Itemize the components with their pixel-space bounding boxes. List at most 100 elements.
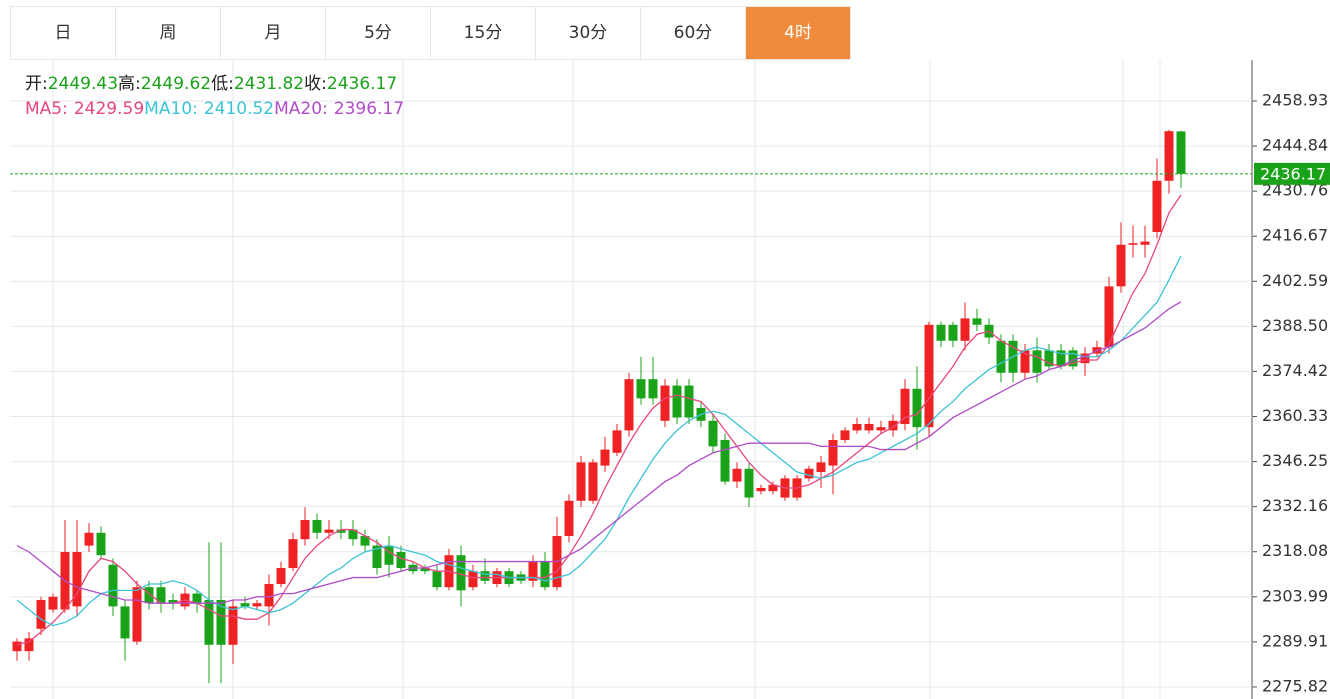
info-panel: 开:2449.43高:2449.62低:2431.82收:2436.17 MA5… xyxy=(25,72,404,122)
candle-body xyxy=(684,385,694,418)
candle-body xyxy=(744,468,754,498)
candle-body xyxy=(612,430,622,453)
candle-body xyxy=(1032,350,1042,373)
legend-value: 2429.59 xyxy=(73,99,145,119)
candle-body xyxy=(720,439,730,482)
y-tick-label: 2430.76 xyxy=(1262,181,1328,200)
candle-body xyxy=(1068,350,1078,367)
candle-body xyxy=(648,379,658,399)
candle-body xyxy=(156,587,166,604)
current-price-box xyxy=(1254,162,1330,185)
candle-body xyxy=(120,606,130,639)
candle-body xyxy=(384,545,394,565)
period-tab[interactable]: 日 xyxy=(11,7,116,59)
candle-body xyxy=(1044,350,1054,367)
candle-body xyxy=(588,462,598,501)
candle-body xyxy=(912,388,922,428)
candle-body xyxy=(1164,131,1174,181)
candle-body xyxy=(372,545,382,568)
candle-body xyxy=(852,423,862,431)
candle-body xyxy=(1152,180,1162,232)
ma-line xyxy=(16,255,1182,627)
legend-value: 2396.17 xyxy=(333,99,405,119)
candle-body xyxy=(888,420,898,431)
y-tick-label: 2318.08 xyxy=(1262,541,1328,560)
candle-body xyxy=(972,318,982,325)
candle-body xyxy=(480,571,490,581)
period-tab[interactable]: 15分 xyxy=(431,7,536,59)
ohlc-label: 开: xyxy=(25,74,48,94)
candle-body xyxy=(864,423,874,431)
current-price-label: 2436.17 xyxy=(1260,164,1326,183)
y-tick-label: 2374.42 xyxy=(1262,361,1328,380)
candle-body xyxy=(1116,244,1126,287)
candle-body xyxy=(672,385,682,418)
period-tab[interactable]: 月 xyxy=(221,7,326,59)
candle-body xyxy=(288,539,298,568)
ma-row: MA5: 2429.59MA10: 2410.52MA20: 2396.17 xyxy=(25,97,404,122)
y-tick-label: 2416.67 xyxy=(1262,226,1328,245)
candle-body xyxy=(708,420,718,447)
period-tab[interactable]: 30分 xyxy=(536,7,641,59)
candle-body xyxy=(216,599,226,645)
candle-body xyxy=(360,535,370,546)
candle-body xyxy=(312,519,322,533)
candle-body xyxy=(108,564,118,607)
ohlc-value: 2449.43 xyxy=(47,74,119,94)
y-tick-label: 2388.50 xyxy=(1262,316,1328,335)
candle-body xyxy=(1176,131,1186,174)
candle-body xyxy=(924,324,934,428)
candle-body xyxy=(1080,353,1090,364)
candle-body xyxy=(1020,350,1030,373)
candle-body xyxy=(624,379,634,431)
ohlc-row: 开:2449.43高:2449.62低:2431.82收:2436.17 xyxy=(25,72,404,97)
ohlc-value: 2436.17 xyxy=(326,74,398,94)
candle-body xyxy=(96,532,106,556)
period-tab[interactable]: 周 xyxy=(116,7,221,59)
period-tab[interactable]: 4时 xyxy=(746,7,851,59)
candle-body xyxy=(12,641,22,652)
candle-body xyxy=(576,462,586,501)
candle-body xyxy=(996,340,1006,373)
candle-body xyxy=(168,599,178,604)
y-tick-label: 2402.59 xyxy=(1262,271,1328,290)
candle-body xyxy=(540,561,550,588)
candle-body xyxy=(1140,241,1150,245)
candle-body xyxy=(240,603,250,607)
y-tick-label: 2332.16 xyxy=(1262,496,1328,515)
candle-body xyxy=(636,379,646,399)
candle-body xyxy=(732,468,742,482)
candle-body xyxy=(84,532,94,546)
y-tick-label: 2458.93 xyxy=(1262,90,1328,109)
period-tabs: 日周月 5分 15分 30分 60分 4时 xyxy=(10,6,851,60)
candle-body xyxy=(768,484,778,492)
candle-body xyxy=(24,638,34,652)
candle-body xyxy=(144,587,154,604)
candle-body xyxy=(840,430,850,440)
candle-body xyxy=(252,603,262,607)
candle-body xyxy=(432,571,442,588)
candle-body xyxy=(36,599,46,629)
candle-body xyxy=(876,427,886,431)
candle-body xyxy=(1104,286,1114,348)
period-tab[interactable]: 60分 xyxy=(641,7,746,59)
candle-body xyxy=(456,555,466,591)
y-tick-label: 2444.84 xyxy=(1262,136,1328,155)
candle-body xyxy=(264,583,274,607)
candle-body xyxy=(600,449,610,466)
candle-body xyxy=(828,439,838,466)
candle-body xyxy=(660,385,670,421)
legend-label: MA10: xyxy=(144,99,198,119)
ohlc-label: 高: xyxy=(118,74,141,94)
candle-body xyxy=(960,318,970,341)
candle-body xyxy=(48,596,58,610)
period-tab[interactable]: 5分 xyxy=(326,7,431,59)
candle-body xyxy=(300,519,310,540)
candle-body xyxy=(1128,243,1138,245)
candle-body xyxy=(1056,350,1066,367)
ohlc-label: 低: xyxy=(211,74,234,94)
candle-body xyxy=(72,551,82,607)
candle-body xyxy=(132,587,142,642)
candle-body xyxy=(396,551,406,568)
